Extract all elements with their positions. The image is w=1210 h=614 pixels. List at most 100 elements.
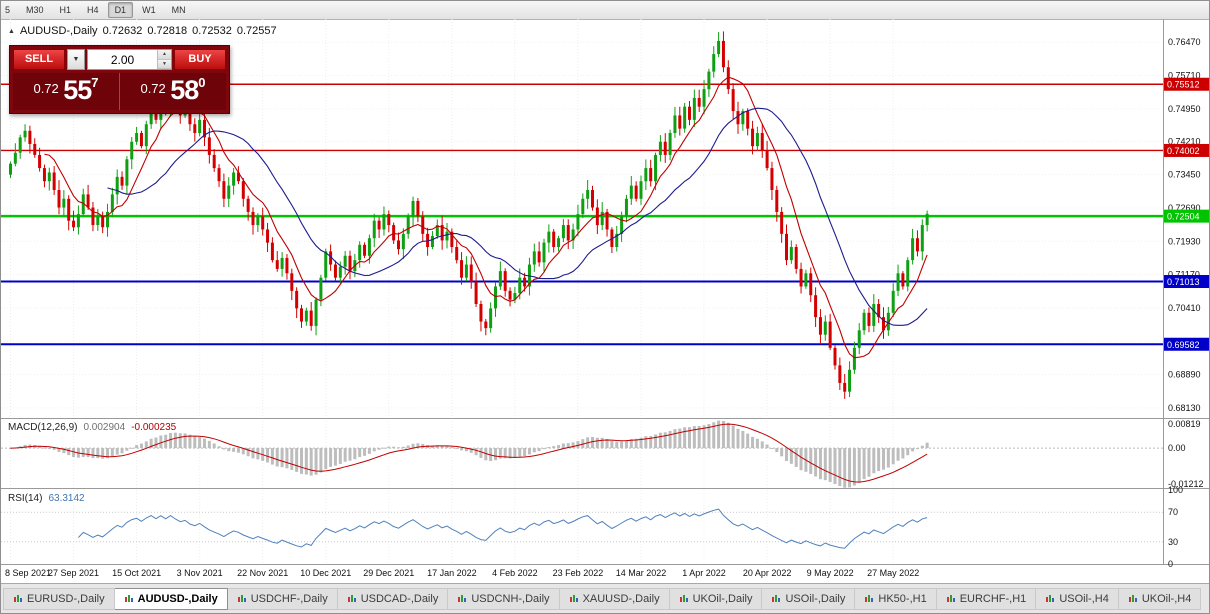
timeframe-button[interactable]: D1 [107, 2, 134, 18]
svg-text:0.75512: 0.75512 [1167, 80, 1200, 90]
chart-tab-label: USDCNH-,Daily [471, 592, 550, 605]
volume-input[interactable] [88, 50, 157, 69]
sell-price[interactable]: 0.72 557 [13, 73, 120, 110]
sell-price-frac: 7 [91, 75, 99, 90]
svg-text:3 Nov 2021: 3 Nov 2021 [177, 568, 223, 578]
chart-tab[interactable]: USDCNH-,Daily [448, 588, 560, 610]
svg-text:0.75710: 0.75710 [1168, 71, 1201, 81]
macd-histogram-bar [329, 448, 333, 467]
chart-tab[interactable]: XAUUSD-,Daily [559, 588, 670, 610]
macd-histogram-bar [896, 448, 900, 461]
macd-histogram-bar [697, 426, 701, 449]
chart-tab[interactable]: UKOil-,Daily [669, 588, 763, 610]
timeframe-button[interactable]: 5 [1, 2, 17, 18]
timeframe-button[interactable]: W1 [135, 2, 163, 18]
svg-text:0.74950: 0.74950 [1168, 104, 1201, 114]
volume-spin-down-icon[interactable]: ▼ [158, 59, 171, 69]
chart-tab[interactable]: EURCHF-,H1 [936, 588, 1037, 610]
svg-text:0.73450: 0.73450 [1168, 170, 1201, 180]
chart-tab-label: USOil-,H4 [1059, 592, 1109, 605]
macd-histogram-bar [203, 438, 206, 449]
price-axis[interactable]: 0.76470 0.75710 0.74950 0.74210 0.73450 0.726… [1164, 37, 1210, 569]
svg-text:30: 30 [1168, 537, 1178, 547]
buy-price[interactable]: 0.72 580 [120, 73, 226, 110]
macd-histogram-bar [198, 436, 202, 449]
macd-histogram-bar [81, 448, 85, 457]
macd-histogram-bar [663, 432, 667, 449]
macd-histogram-bar [595, 437, 599, 449]
macd-histogram-bar [552, 446, 556, 449]
chart-tab-label: USDCHF-,Daily [250, 592, 328, 605]
macd-histogram-bar [692, 426, 696, 449]
timeframe-button[interactable]: MN [165, 2, 193, 18]
buy-button[interactable]: BUY [174, 49, 226, 70]
macd-histogram-bar [886, 448, 890, 468]
macd-histogram-bar [377, 448, 381, 450]
chart-tab[interactable]: USOil-,H4 [1036, 588, 1119, 610]
macd-histogram-bar [314, 448, 318, 475]
chart-tab-label: AUDUSD-,Daily [137, 592, 218, 605]
timeframe-toolbar: 5 M30 H1 H4 D1 W1 MN [1, 1, 1209, 20]
macd-histogram-bar [57, 448, 61, 452]
macd-histogram-bar [280, 448, 284, 468]
macd-histogram-bar [610, 440, 614, 449]
macd-histogram-bar [319, 448, 323, 473]
svg-text:0.71170: 0.71170 [1168, 270, 1200, 280]
macd-histogram-bar [746, 433, 750, 449]
chart-icon [14, 594, 22, 602]
macd-histogram-bar [654, 434, 658, 449]
macd-histogram-bar [678, 428, 682, 449]
macd-histogram-bar [343, 448, 347, 462]
macd-histogram-bar [624, 440, 628, 449]
macd-histogram-bar [755, 438, 759, 449]
macd-histogram-bar [591, 436, 594, 449]
macd-histogram-bar [154, 437, 158, 449]
chart-tab[interactable]: UKOil-,H4 [1118, 588, 1202, 610]
chart-tab[interactable]: HK50-,H1 [855, 588, 937, 610]
macd-histogram-bar [67, 448, 71, 456]
svg-text:27 Sep 2021: 27 Sep 2021 [48, 568, 99, 578]
macd-histogram-bar [236, 448, 240, 453]
macd-histogram-bar [537, 448, 541, 452]
macd-histogram-bar [726, 422, 730, 449]
chart-tab[interactable]: EURUSD-,Daily [3, 588, 115, 610]
chart-tab[interactable]: USOil-,Daily [762, 588, 856, 610]
macd-histogram-bar [566, 443, 570, 449]
ma-slow-line [107, 107, 928, 326]
chart-tab[interactable]: USDCAD-,Daily [337, 588, 449, 610]
macd-histogram-bar [736, 428, 740, 449]
timeframe-button[interactable]: M30 [19, 2, 51, 18]
macd-histogram-bar [406, 445, 410, 449]
rsi-value: 63.3142 [48, 493, 85, 504]
macd-histogram-bar [523, 448, 527, 457]
macd-histogram-bar [479, 448, 483, 458]
sell-button[interactable]: SELL [13, 49, 65, 70]
chart-tab[interactable]: AUDUSD-,Daily [114, 588, 228, 610]
macd-histogram-bar [809, 448, 813, 474]
timeframe-button[interactable]: H1 [53, 2, 79, 18]
svg-text:100: 100 [1168, 485, 1183, 495]
chart-tab[interactable]: USDCHF-,Daily [227, 588, 338, 610]
macd-histogram-bar [387, 446, 391, 449]
timeframe-button[interactable]: H4 [80, 2, 106, 18]
macd-histogram-bar [794, 448, 798, 467]
macd-histogram-bar [324, 448, 328, 470]
macd-histogram-bar [818, 448, 822, 480]
macd-histogram-bar [159, 435, 163, 449]
macd-histogram-bar [421, 443, 425, 449]
macd-histogram-bar [110, 448, 114, 457]
timeframe-label: W1 [142, 5, 156, 15]
chart-tab-label: UKOil-,H4 [1141, 592, 1192, 605]
macd-histogram-bar [576, 440, 580, 449]
volume-dropdown-icon[interactable]: ▼ [67, 49, 85, 70]
macd-histogram-bar [469, 448, 473, 453]
macd-histogram-bar [460, 448, 464, 451]
macd-histogram-bar [857, 448, 861, 483]
volume-spin-up-icon[interactable]: ▲ [158, 50, 171, 60]
svg-text:0.72690: 0.72690 [1168, 203, 1201, 213]
macd-histogram-bar [91, 448, 95, 458]
timeframe-label: 5 [5, 5, 11, 15]
macd-histogram-bar [222, 448, 226, 450]
